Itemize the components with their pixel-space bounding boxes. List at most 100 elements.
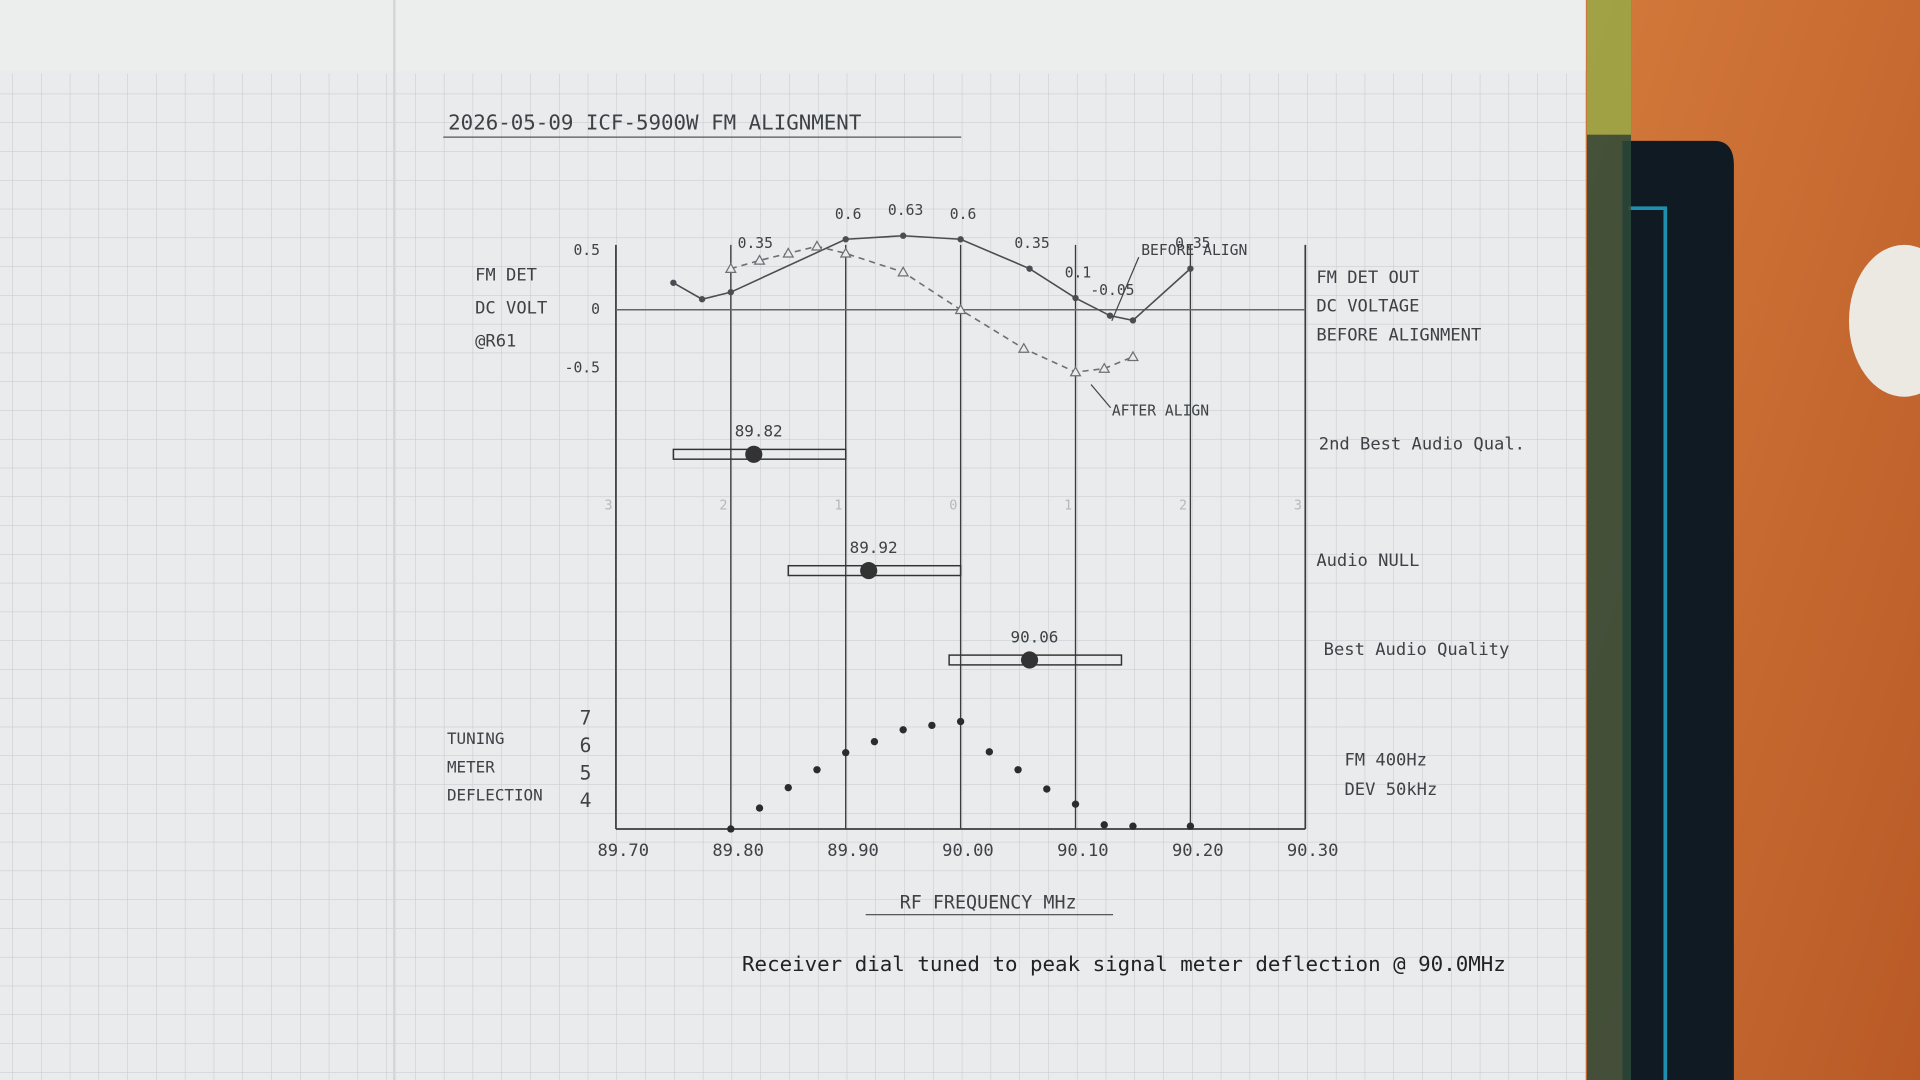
- series-annotation: BEFORE ALIGN: [1141, 242, 1247, 259]
- dot-marker: [899, 232, 907, 239]
- side-label: BEFORE ALIGNMENT: [1316, 326, 1481, 346]
- y-tick-label: 6: [580, 734, 592, 757]
- x-axis-label: RF FREQUENCY MHz: [900, 893, 1077, 914]
- triangle-marker: [954, 303, 967, 315]
- meter-dot: [1129, 822, 1137, 830]
- cutting-mat: [1622, 140, 1734, 1080]
- meter-dot: [956, 717, 965, 726]
- y-tick-label: 5: [580, 761, 592, 784]
- offset-scale-label: 0: [949, 499, 957, 514]
- ruler: [1586, 0, 1632, 1080]
- dot-marker: [1106, 312, 1114, 319]
- x-tick-label: 90.00: [942, 841, 994, 861]
- meter-dot: [1014, 766, 1022, 774]
- value-label: 0.1: [1065, 265, 1092, 282]
- triangle-marker: [839, 247, 852, 258]
- x-tick-label: 89.90: [827, 841, 879, 861]
- y-axis-label: FM DET: [475, 266, 537, 286]
- meter-dot: [727, 825, 735, 833]
- meter-dot: [870, 737, 879, 746]
- dot-marker: [1129, 317, 1137, 324]
- dot-marker: [670, 279, 677, 286]
- value-label: 0.6: [950, 206, 977, 223]
- meter-dot: [1043, 785, 1051, 793]
- side-label: FM 400Hz: [1344, 750, 1426, 770]
- offset-scale-label: 1: [834, 499, 842, 514]
- y-tick-label: 0.5: [573, 242, 600, 259]
- x-tick-label: 90.10: [1057, 841, 1109, 861]
- eraser: [1848, 244, 1920, 397]
- series-annotation: AFTER ALIGN: [1112, 402, 1209, 419]
- triangle-marker: [1017, 342, 1030, 353]
- center-dot: [860, 562, 878, 580]
- row-label: Best Audio Quality: [1324, 640, 1510, 660]
- y-axis-label: @R61: [475, 332, 516, 352]
- triangle-marker: [1098, 362, 1111, 373]
- value-label: 0.35: [1014, 235, 1049, 252]
- side-label: DC VOLTAGE: [1316, 297, 1419, 317]
- triangle-marker: [1069, 365, 1082, 377]
- offset-scale-label: 2: [1179, 499, 1187, 514]
- triangle-marker: [753, 254, 766, 265]
- dot-marker: [698, 296, 706, 303]
- row-label: Audio NULL: [1316, 551, 1419, 571]
- plot: 89.70 89.80 89.90 90.00 90.10 90.20 90.30 RF FR…: [447, 202, 1525, 916]
- y-axis-label: METER: [447, 757, 495, 776]
- value-label: 89.82: [735, 422, 783, 441]
- meter-dot: [755, 804, 764, 812]
- triangle-marker: [782, 247, 795, 258]
- value-label: 0.6: [835, 206, 862, 223]
- side-label: FM DET OUT: [1316, 268, 1419, 288]
- meter-dot: [928, 721, 936, 730]
- triangle-marker: [897, 266, 910, 277]
- dot-marker: [842, 236, 849, 243]
- row-label: 2nd Best Audio Qual.: [1319, 434, 1525, 454]
- offset-scale-label: 1: [1064, 499, 1072, 514]
- value-label: 89.92: [850, 538, 898, 557]
- mat-line: [1628, 206, 1668, 1080]
- paper-margin: [0, 0, 1586, 72]
- value-label: 0.35: [738, 235, 773, 252]
- y-axis-label: DC VOLT: [475, 299, 547, 319]
- meter-dot: [899, 726, 907, 734]
- offset-scale-label: 2: [719, 499, 727, 514]
- value-label: -0.05: [1090, 282, 1134, 299]
- x-tick-label: 90.20: [1172, 841, 1224, 861]
- graph-grid: [0, 73, 1586, 1080]
- value-label: 0.63: [888, 202, 923, 219]
- meter-dot: [842, 748, 850, 757]
- meter-dot: [1100, 821, 1108, 829]
- center-dot: [1020, 651, 1039, 669]
- dot-marker: [727, 288, 734, 296]
- side-label: DEV 50kHz: [1344, 780, 1437, 800]
- y-tick-label: 0: [591, 301, 600, 318]
- triangle-marker: [811, 240, 823, 251]
- offset-scale-label: 3: [1294, 499, 1302, 514]
- annotation-arrow: [1090, 384, 1112, 409]
- ruler-top: [1586, 0, 1632, 135]
- dot-marker: [1026, 265, 1033, 272]
- center-dot: [745, 445, 763, 463]
- meter-dot: [784, 783, 792, 792]
- offset-scale-label: 3: [605, 499, 613, 514]
- dot-marker: [1072, 294, 1079, 302]
- x-tick-label: 90.30: [1287, 841, 1339, 861]
- chart-title: 2026-05-09 ICF-5900W FM ALIGNMENT: [448, 111, 862, 135]
- x-tick-label: 89.80: [712, 841, 764, 861]
- dot-marker: [957, 236, 964, 243]
- meter-dot: [1186, 822, 1195, 830]
- y-axis-label: TUNING: [447, 729, 504, 748]
- value-label: 90.06: [1011, 627, 1059, 646]
- meter-dot: [1071, 800, 1080, 808]
- annotation-arrow: [1111, 256, 1140, 322]
- x-tick-label: 89.70: [597, 841, 649, 861]
- y-tick-label: -0.5: [565, 360, 600, 377]
- triangle-marker: [724, 262, 737, 273]
- value-label: 0.35: [1175, 235, 1210, 252]
- footnote: Receiver dial tuned to peak signal meter…: [742, 952, 1506, 976]
- y-tick-label: 7: [580, 706, 592, 729]
- meter-dot: [985, 748, 994, 756]
- triangle-marker: [1127, 350, 1139, 362]
